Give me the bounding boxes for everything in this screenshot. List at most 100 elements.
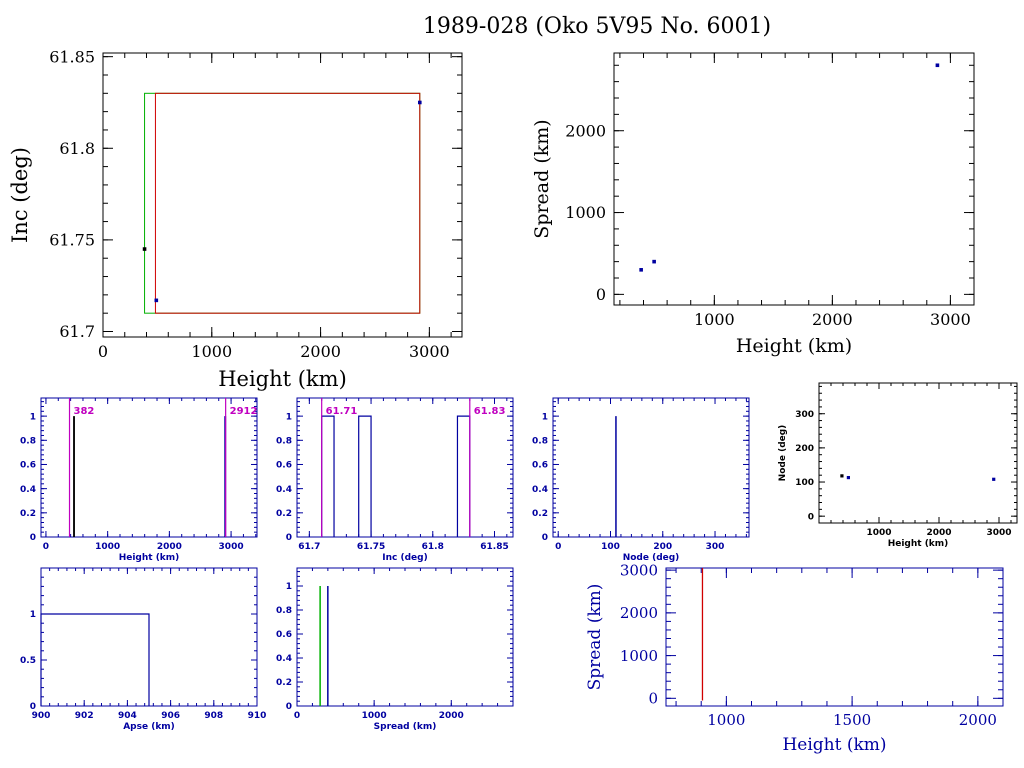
inc_hist-x-tick-label: 61.85 (480, 542, 508, 552)
spread_vs_height-x-tick-label: 1000 (694, 310, 735, 329)
node_vs_height-y-tick-label: 0 (808, 512, 814, 522)
node_vs_height-y-tick-label: 100 (795, 478, 814, 488)
apse_hist-x-axis-label: Apse (km) (123, 722, 175, 732)
height_hist-bar (73, 416, 75, 537)
apse_hist-x-tick-label: 900 (32, 711, 51, 721)
inc_hist-y-tick-label: 1 (286, 412, 292, 422)
apse_hist-y-tick-label: 1 (30, 610, 36, 620)
spread_vs_height-point (652, 259, 656, 264)
inc_hist-x-tick-label: 61.75 (357, 542, 385, 552)
height_hist-marker-label: 382 (74, 406, 95, 417)
spread_vs_height-x-tick-label: 3000 (930, 310, 971, 329)
inc_hist-frame (296, 397, 514, 538)
spread_hist-x-tick-label: 2000 (439, 711, 464, 721)
spread_vs_height-frame (613, 52, 975, 306)
spread_vs_height-x-axis-label: Height (km) (736, 335, 852, 357)
spread_vs_height_2-frame (665, 567, 1004, 707)
height_hist-y-tick-label: 1 (30, 412, 36, 422)
spread_vs_height-y-tick-label: 2000 (565, 121, 606, 140)
inc_hist-y-tick-label: 0.4 (276, 485, 292, 495)
node_vs_height-y-tick-label: 300 (795, 410, 814, 420)
spread_vs_height_2-x-axis-label: Height (km) (782, 735, 886, 755)
height_hist-y-tick-label: 0 (30, 533, 36, 543)
height_hist-frame (40, 397, 258, 538)
apse_hist-x-tick-label: 904 (118, 711, 137, 721)
height_hist-y-tick-label: 0.4 (20, 485, 36, 495)
node_hist-y-tick-label: 0.2 (532, 509, 548, 519)
apse_hist-x-tick-label: 908 (204, 711, 223, 721)
node_vs_height-x-tick-label: 1000 (866, 528, 891, 538)
node_hist-bar (615, 416, 617, 537)
node_hist-frame (552, 397, 750, 538)
inc_vs_height-box (154, 92, 421, 314)
apse_hist-x-tick-label: 906 (161, 711, 180, 721)
spread_vs_height-y-axis-label: Spread (km) (531, 119, 553, 238)
inc_hist-marker-label: 61.71 (326, 406, 358, 417)
node_vs_height-point (846, 475, 850, 480)
node_vs_height-frame (818, 382, 1018, 524)
node_vs_height-x-axis-label: Height (km) (888, 539, 949, 549)
inc_vs_height-frame (102, 52, 463, 338)
spread_hist-frame (296, 567, 514, 707)
node_vs_height-x-tick-label: 2000 (926, 528, 951, 538)
spread_hist-y-tick-label: 0.4 (276, 654, 292, 664)
spread_hist-bar (319, 586, 321, 706)
inc_vs_height-box (144, 92, 421, 314)
spread_vs_height_2-x-tick-label: 1500 (833, 711, 871, 729)
spread_hist-x-tick-label: 0 (294, 711, 300, 721)
inc_vs_height-x-axis-label: Height (km) (218, 367, 347, 391)
spread_vs_height_2-y-tick-label: 1000 (620, 647, 658, 665)
height_hist-y-tick-label: 0.8 (20, 436, 36, 446)
inc_vs_height-x-tick-label: 2000 (300, 342, 341, 361)
inc_hist-bar (358, 415, 372, 537)
inc_hist-bar (456, 415, 471, 537)
spread_hist-y-tick-label: 0 (286, 702, 292, 712)
inc_vs_height-x-tick-label: 1000 (191, 342, 232, 361)
apse_hist-y-tick-label: 0.5 (20, 656, 36, 666)
node_hist-x-tick-label: 200 (653, 542, 672, 552)
inc_hist-y-tick-label: 0.2 (276, 509, 292, 519)
inc_vs_height-point (142, 247, 147, 251)
node_vs_height-point (992, 477, 996, 481)
spread_hist-x-axis-label: Spread (km) (374, 722, 437, 732)
spread_vs_height_2-x-tick-label: 2000 (959, 711, 997, 729)
node_hist-y-tick-label: 0 (542, 533, 548, 543)
node_vs_height-y-tick-label: 200 (795, 444, 814, 454)
apse_hist-x-tick-label: 902 (75, 711, 94, 721)
spread_hist-y-tick-label: 0.8 (276, 606, 292, 616)
spread_vs_height-y-tick-label: 1000 (565, 203, 606, 222)
spread_vs_height_2-y-axis-label: Spread (km) (585, 584, 605, 691)
spread_hist-y-tick-label: 0.6 (276, 630, 292, 640)
inc_vs_height-x-tick-label: 3000 (409, 342, 450, 361)
height_hist-x-tick-label: 2000 (157, 542, 182, 552)
spread_vs_height-point (935, 63, 940, 68)
node_hist-y-tick-label: 0.4 (532, 485, 548, 495)
spread_hist-y-tick-label: 0.2 (276, 678, 292, 688)
inc_vs_height-y-tick-label: 61.8 (59, 139, 95, 158)
height_hist-y-tick-label: 0.6 (20, 461, 36, 471)
node_hist-x-tick-label: 100 (601, 542, 620, 552)
spread_vs_height-x-tick-label: 2000 (812, 310, 853, 329)
spread_vs_height_2-x-tick-label: 1000 (707, 711, 745, 729)
inc_hist-x-tick-label: 61.8 (422, 542, 444, 552)
inc_hist-y-tick-label: 0 (286, 533, 292, 543)
node_hist-x-axis-label: Node (deg) (623, 553, 680, 563)
height_hist-x-tick-label: 0 (43, 542, 49, 552)
apse_hist-x-tick-label: 910 (248, 711, 267, 721)
node_hist-y-tick-label: 1 (542, 412, 548, 422)
inc_vs_height-point (154, 298, 159, 303)
inc_hist-y-tick-label: 0.6 (276, 461, 292, 471)
spread_vs_height-point (639, 268, 643, 272)
inc_vs_height-point (417, 100, 422, 105)
node_vs_height-x-tick-label: 3000 (986, 528, 1011, 538)
spread_vs_height-y-tick-label: 0 (596, 285, 606, 304)
height_hist-marker-label: 2912 (230, 406, 258, 417)
node_hist-x-tick-label: 0 (555, 542, 561, 552)
node_hist-y-tick-label: 0.6 (532, 461, 548, 471)
spread_vs_height_2-y-tick-label: 3000 (620, 561, 658, 579)
node_vs_height-y-axis-label: Node (deg) (778, 425, 788, 482)
inc_vs_height-y-tick-label: 61.85 (49, 47, 95, 66)
inc_vs_height-y-tick-label: 61.7 (59, 322, 95, 341)
inc_vs_height-x-tick-label: 0 (98, 342, 108, 361)
node_hist-y-tick-label: 0.8 (532, 436, 548, 446)
